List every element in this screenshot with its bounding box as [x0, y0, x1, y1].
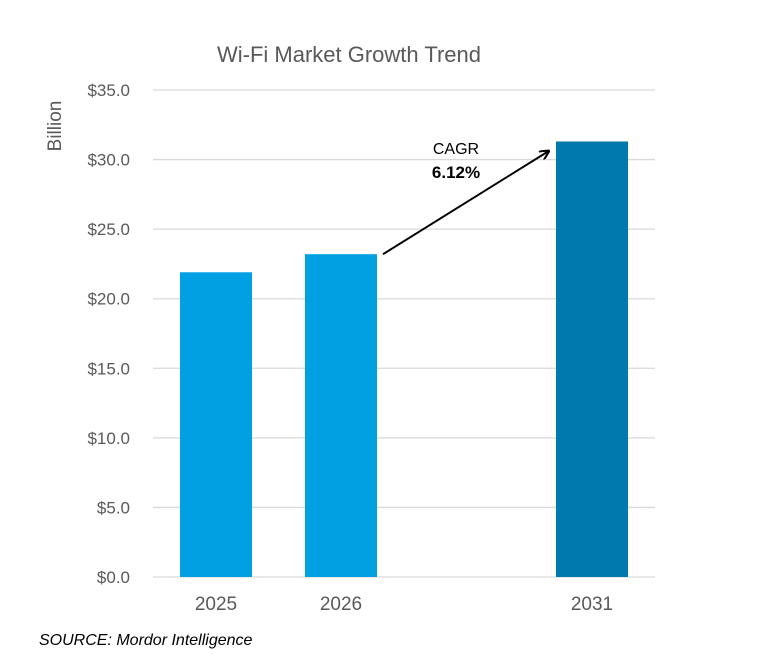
bars — [180, 141, 628, 578]
bar-2031 — [556, 141, 628, 578]
y-tick-label: $10.0 — [87, 429, 130, 448]
source-note: SOURCE: Mordor Intelligence — [39, 632, 253, 649]
x-tick-label: 2031 — [571, 594, 613, 615]
chart-title: Wi-Fi Market Growth Trend — [217, 42, 481, 67]
cagr-arrow — [382, 151, 548, 256]
y-axis-ticks: $0.0 $5.0 $10.0 $15.0 $20.0 $25.0 $30.0 $35.0 — [87, 81, 130, 587]
y-tick-label: $5.0 — [97, 498, 130, 517]
x-tick-label: 2026 — [320, 594, 362, 615]
y-tick-label: $30.0 — [87, 151, 130, 170]
x-axis-ticks: 2025 2026 2031 — [195, 594, 613, 615]
y-tick-label: $0.0 — [97, 568, 130, 587]
x-tick-label: 2025 — [195, 594, 237, 615]
y-tick-label: $25.0 — [87, 220, 130, 239]
cagr-label: CAGR — [433, 141, 479, 158]
y-axis-label: Billion — [45, 101, 66, 152]
bar-2026 — [305, 254, 377, 577]
cagr-annotation: CAGR 6.12% — [382, 141, 548, 256]
y-tick-label: $15.0 — [87, 359, 130, 378]
y-tick-label: $35.0 — [87, 81, 130, 100]
y-tick-label: $20.0 — [87, 290, 130, 309]
cagr-value: 6.12% — [432, 163, 480, 182]
bar-2025 — [180, 272, 252, 577]
